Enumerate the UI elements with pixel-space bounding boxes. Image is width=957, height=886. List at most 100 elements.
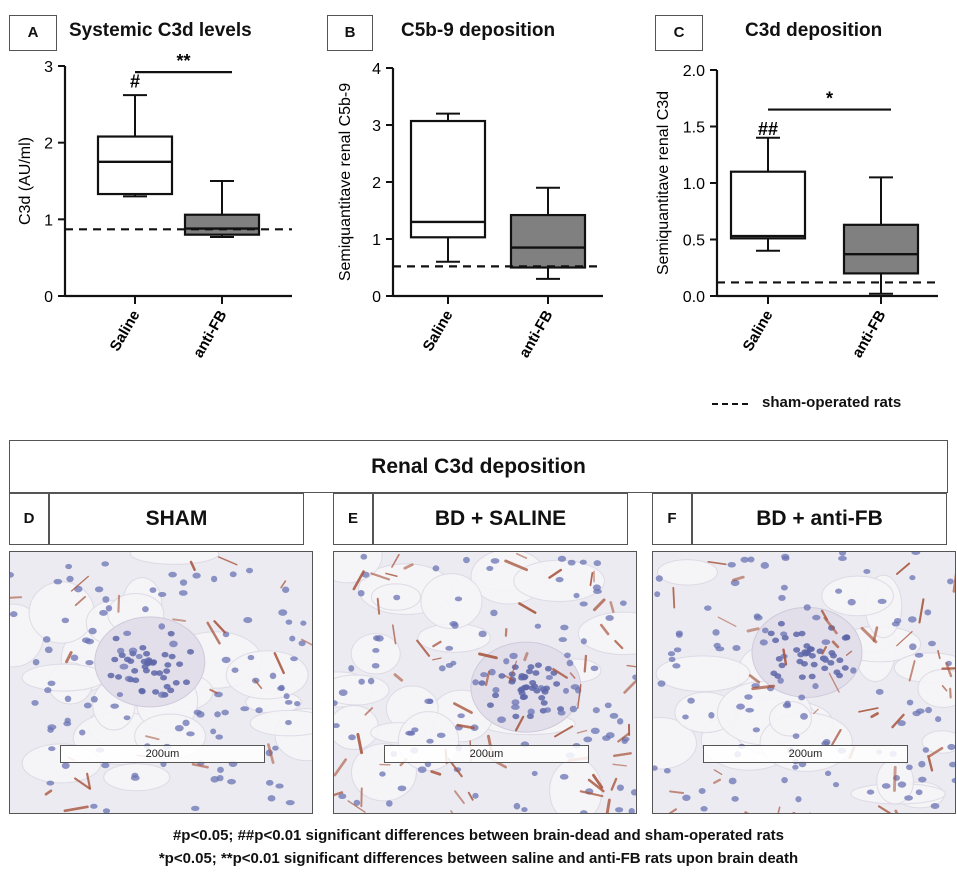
- nucleus: [803, 604, 811, 611]
- tissue-image-bd-saline: [334, 552, 636, 813]
- nucleus: [727, 561, 736, 568]
- c3d-stain: [896, 631, 913, 647]
- nucleus: [167, 630, 175, 637]
- nucleus: [160, 674, 168, 681]
- nucleus: [560, 624, 569, 631]
- c3d-stain: [908, 660, 916, 682]
- x-tick-label: Saline: [107, 308, 144, 355]
- c3d-stain: [10, 596, 23, 599]
- nucleus: [407, 730, 416, 736]
- micro-title-bd-saline: BD + SALINE: [434, 507, 567, 530]
- nucleus: [348, 734, 356, 741]
- c3d-stain: [191, 763, 209, 769]
- nucleus: [472, 679, 479, 686]
- c3d-stain: [430, 770, 442, 776]
- nucleus: [105, 605, 113, 612]
- nucleus: [828, 649, 836, 656]
- nucleus: [744, 694, 753, 700]
- c3d-stain: [860, 626, 878, 644]
- c3d-stain: [918, 598, 925, 624]
- nucleus: [436, 732, 446, 738]
- nucleus: [512, 713, 520, 720]
- c3d-stain: [391, 624, 397, 645]
- nucleus: [334, 723, 340, 729]
- nucleus: [397, 785, 407, 792]
- y-tick-label: 2.0: [683, 63, 705, 80]
- legend-label: sham-operated rats: [762, 394, 902, 411]
- nucleus: [290, 656, 298, 662]
- nucleus: [511, 699, 520, 706]
- y-tick-label: 4: [372, 61, 381, 78]
- c3d-stain: [813, 708, 819, 715]
- nucleus: [90, 803, 98, 809]
- c3d-stain: [831, 729, 842, 746]
- nucleus: [538, 695, 546, 701]
- nucleus: [135, 653, 143, 660]
- nucleus: [619, 600, 627, 606]
- nucleus: [285, 619, 293, 625]
- c3d-stain: [523, 652, 529, 662]
- nucleus: [123, 656, 131, 663]
- nucleus: [780, 584, 788, 591]
- nucleus: [131, 668, 139, 674]
- c3d-stain: [617, 732, 630, 743]
- nucleus: [510, 704, 520, 710]
- c3d-stain: [456, 723, 475, 730]
- nucleus: [544, 665, 552, 672]
- c3d-stain: [334, 758, 348, 777]
- nucleus: [503, 658, 510, 665]
- nucleus: [472, 792, 479, 799]
- nucleus: [728, 777, 737, 785]
- nucleus: [841, 665, 849, 671]
- nucleus: [116, 692, 124, 698]
- nucleus: [65, 563, 73, 570]
- nucleus: [592, 707, 600, 714]
- c3d-stain: [732, 575, 745, 582]
- tubule: [129, 552, 220, 565]
- nucleus: [63, 721, 72, 727]
- panel-letter-d: D: [9, 493, 49, 545]
- nucleus: [445, 662, 454, 668]
- nucleus: [654, 591, 661, 598]
- nucleus: [168, 653, 176, 660]
- nucleus: [777, 620, 785, 627]
- nucleus: [227, 778, 236, 785]
- c3d-stain: [267, 743, 275, 764]
- nucleus: [909, 575, 916, 581]
- c3d-stain: [453, 702, 473, 714]
- nucleus: [540, 700, 548, 706]
- y-tick-label: 0: [372, 289, 381, 306]
- nucleus: [687, 697, 695, 704]
- nucleus: [928, 640, 936, 647]
- c3d-stain: [548, 568, 563, 579]
- nucleus: [156, 670, 164, 676]
- c3d-stain: [273, 652, 285, 675]
- nucleus: [247, 654, 255, 661]
- nucleus: [187, 648, 195, 655]
- nucleus: [559, 773, 569, 780]
- c3d-stain: [206, 621, 221, 645]
- nucleus: [881, 783, 891, 789]
- panel-letter-f: F: [652, 493, 692, 545]
- c3d-stain: [300, 638, 312, 646]
- significance-mark: #: [130, 71, 140, 91]
- c3d-stain: [478, 652, 498, 660]
- nucleus: [663, 768, 671, 774]
- nucleus: [833, 669, 841, 676]
- c3d-stain: [896, 562, 911, 575]
- box-saline: [96, 94, 174, 198]
- significance-mark: ##: [758, 119, 778, 139]
- x-tick-label: Saline: [740, 308, 777, 355]
- nucleus: [245, 567, 254, 574]
- nucleus: [605, 615, 614, 621]
- y-axis-label: Semiquantitave renal C5b-9: [337, 83, 354, 281]
- tubule: [334, 705, 379, 751]
- nucleus: [778, 662, 786, 669]
- nucleus: [792, 764, 799, 770]
- nucleus: [99, 609, 108, 616]
- nucleus: [334, 700, 338, 706]
- nucleus: [673, 647, 682, 653]
- c3d-stain: [609, 601, 615, 613]
- nucleus: [774, 673, 782, 679]
- nucleus: [90, 696, 98, 703]
